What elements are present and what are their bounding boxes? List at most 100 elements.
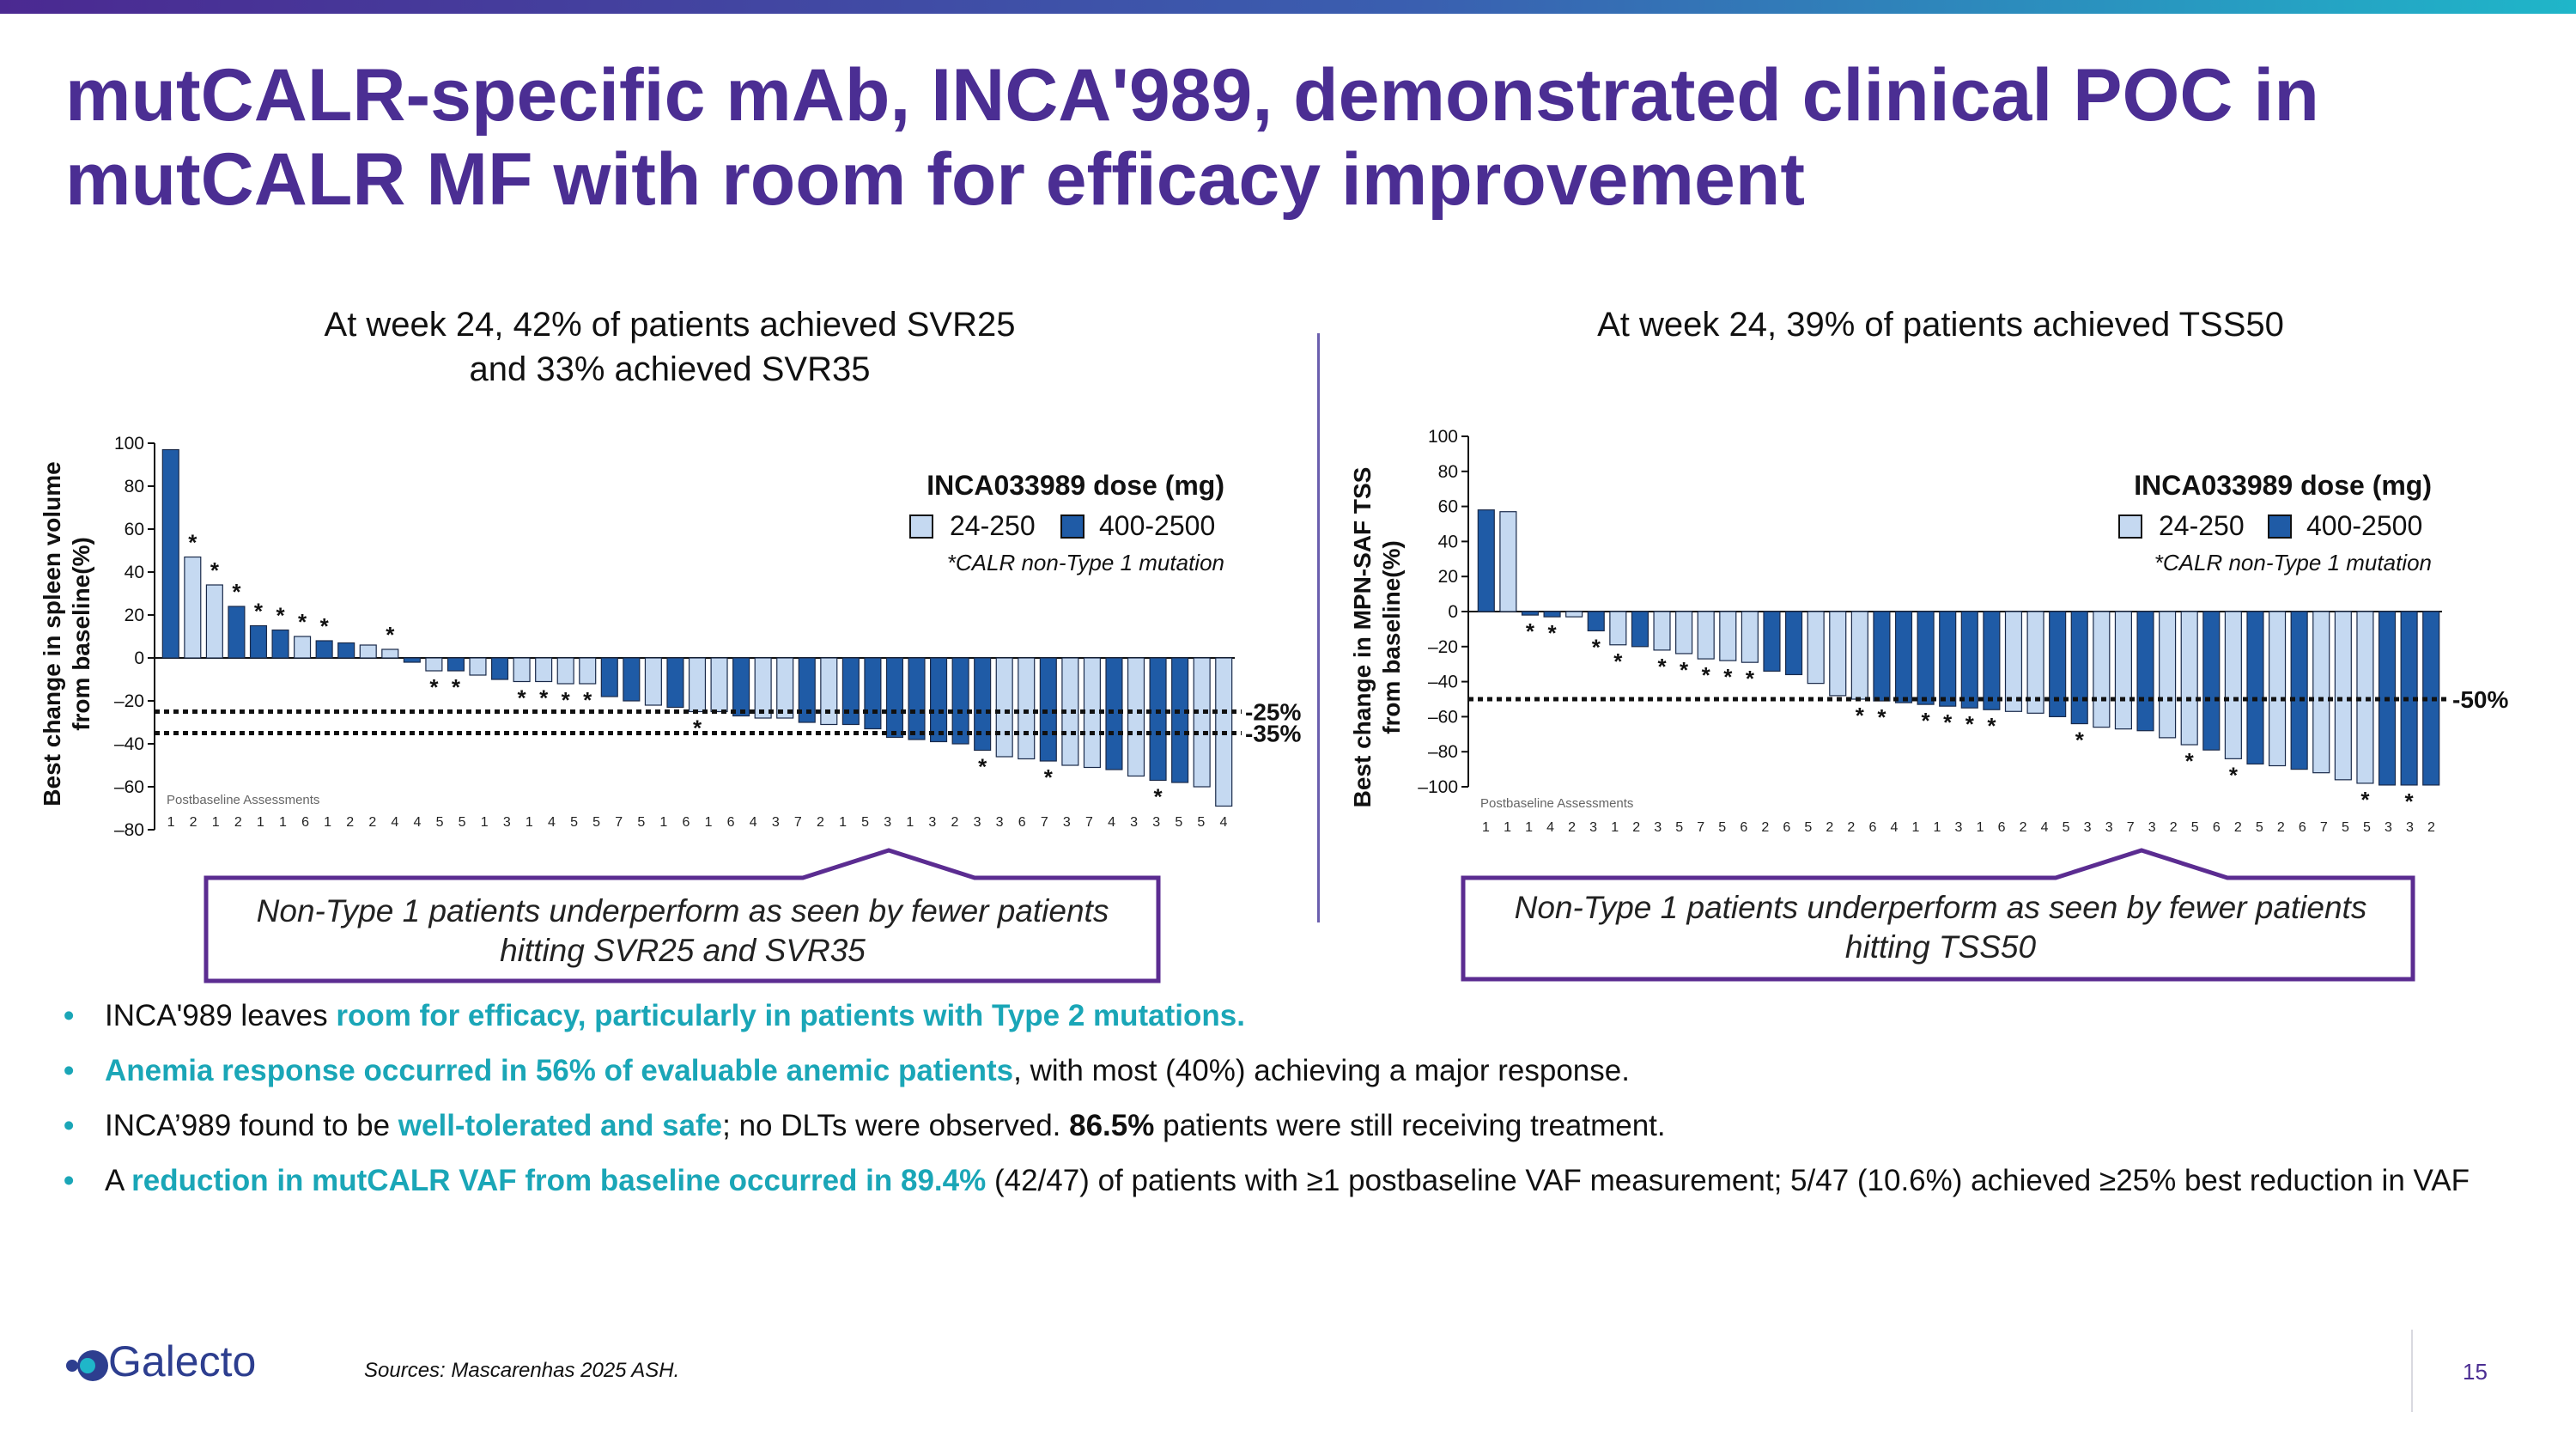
- bar: [469, 657, 487, 676]
- x-tick-label: 2: [2234, 820, 2242, 835]
- y-tick-label: –80: [1428, 742, 1458, 762]
- non-type1-marker: *: [2075, 728, 2085, 753]
- x-tick-label: 3: [2148, 820, 2156, 835]
- x-tick-label: 4: [1546, 820, 1554, 835]
- reference-line-label: -35%: [1245, 721, 1301, 747]
- bar: [1587, 611, 1605, 632]
- non-type1-marker: *: [1657, 654, 1667, 679]
- x-tick-label: 5: [2191, 820, 2199, 835]
- bar: [820, 657, 838, 726]
- non-type1-marker: *: [1877, 704, 1886, 730]
- non-type1-marker: *: [386, 622, 395, 648]
- bullet-text: A: [105, 1164, 132, 1197]
- bar: [666, 657, 684, 709]
- bar: [1807, 611, 1825, 685]
- non-type1-marker: *: [210, 557, 220, 583]
- bar: [2334, 611, 2352, 781]
- bar: [951, 657, 969, 745]
- bar: [754, 657, 772, 719]
- x-tick-label: 4: [1108, 815, 1115, 830]
- bar: [1609, 611, 1627, 646]
- x-tick-label: 2: [190, 815, 197, 830]
- bullet-dot: •: [64, 1164, 75, 1197]
- bullet-dot: •: [64, 999, 75, 1032]
- x-tick-label: 5: [1197, 815, 1205, 830]
- x-tick-label: 1: [1525, 820, 1533, 835]
- non-type1-marker: *: [2229, 762, 2239, 788]
- y-tick-label: –40: [114, 734, 144, 754]
- bullet-text: ; no DLTs were observed.: [722, 1109, 1070, 1142]
- bar: [1171, 657, 1189, 783]
- bar: [2159, 611, 2177, 739]
- bar: [425, 657, 443, 672]
- x-tick-label: 2: [1847, 820, 1855, 835]
- x-tick-label: 4: [391, 815, 398, 830]
- bar: [732, 657, 750, 717]
- x-tick-label: 1: [659, 815, 667, 830]
- x-tick-label: 2: [234, 815, 242, 830]
- x-tick-label: 6: [2299, 820, 2306, 835]
- bar: [1850, 611, 1868, 700]
- non-type1-marker: *: [1943, 709, 1953, 735]
- y-tick-label: 100: [114, 434, 144, 454]
- y-tick-label: 80: [125, 477, 144, 496]
- right-callout-box: [1461, 848, 2415, 982]
- reference-line-label: -50%: [2452, 686, 2508, 713]
- y-tick-label: –60: [114, 777, 144, 797]
- x-tick-label: 6: [1018, 815, 1026, 830]
- x-tick-label: 2: [368, 815, 376, 830]
- left-y-axis-title-line1: Best change in spleen volume: [39, 461, 65, 806]
- non-type1-marker: *: [298, 609, 307, 635]
- y-tick-label: –40: [1428, 673, 1458, 692]
- bar: [2290, 611, 2308, 770]
- bar: [600, 657, 618, 697]
- bar: [1149, 657, 1167, 782]
- postbaseline-label: Postbaseline Assessments: [167, 793, 319, 807]
- left-legend-high-label: 400-2500: [1099, 510, 1215, 541]
- bar: [359, 644, 377, 659]
- x-tick-label: 2: [1826, 820, 1833, 835]
- y-tick-label: 100: [1428, 427, 1458, 447]
- galecto-logo-text: Galecto: [108, 1337, 257, 1385]
- bar: [2202, 611, 2221, 751]
- left-chart-title-line1: At week 24, 42% of patients achieved SVR…: [324, 306, 1016, 344]
- y-tick-label: –80: [114, 820, 144, 840]
- bar: [294, 636, 312, 659]
- bar: [2136, 611, 2154, 732]
- x-tick-label: 2: [1568, 820, 1576, 835]
- non-type1-marker: *: [978, 754, 987, 780]
- bar: [864, 657, 882, 730]
- left-legend-note: *CALR non-Type 1 mutation: [947, 550, 1224, 575]
- y-tick-label: 0: [134, 648, 144, 668]
- bar: [403, 657, 421, 663]
- bar: [1697, 611, 1715, 660]
- bar: [2049, 611, 2067, 718]
- bar: [1521, 611, 1540, 616]
- y-tick-label: –20: [1428, 637, 1458, 657]
- x-tick-label: 3: [928, 815, 936, 830]
- bullet-item: • INCA’989 found to be well-tolerated an…: [60, 1106, 2516, 1146]
- bullet-highlight: reduction in mutCALR VAF from baseline o…: [131, 1164, 987, 1197]
- x-tick-label: 7: [2127, 820, 2135, 835]
- bar: [228, 606, 246, 659]
- x-tick-label: 1: [526, 815, 533, 830]
- x-tick-label: 6: [301, 815, 309, 830]
- x-tick-label: 6: [1740, 820, 1747, 835]
- bar: [1631, 611, 1649, 648]
- y-tick-label: 0: [1448, 602, 1458, 622]
- bar: [381, 648, 399, 659]
- right-legend-low-swatch: [2118, 514, 2142, 539]
- x-tick-label: 2: [2427, 820, 2435, 835]
- non-type1-marker: *: [1154, 784, 1163, 810]
- x-tick-label: 7: [794, 815, 802, 830]
- non-type1-marker: *: [276, 603, 285, 629]
- non-type1-marker: *: [254, 599, 264, 624]
- bullet-item: • A reduction in mutCALR VAF from baseli…: [60, 1161, 2516, 1201]
- bullet-text: patients were still receiving treatment.: [1154, 1109, 1666, 1142]
- x-tick-label: 3: [884, 815, 891, 830]
- bullet-highlight: Anemia response occurred in 56% of evalu…: [105, 1054, 1014, 1087]
- bar: [841, 657, 860, 726]
- bar: [556, 657, 574, 685]
- bar: [908, 657, 926, 740]
- bullet-text: (42/47) of patients with ≥1 postbaseline…: [986, 1164, 2470, 1197]
